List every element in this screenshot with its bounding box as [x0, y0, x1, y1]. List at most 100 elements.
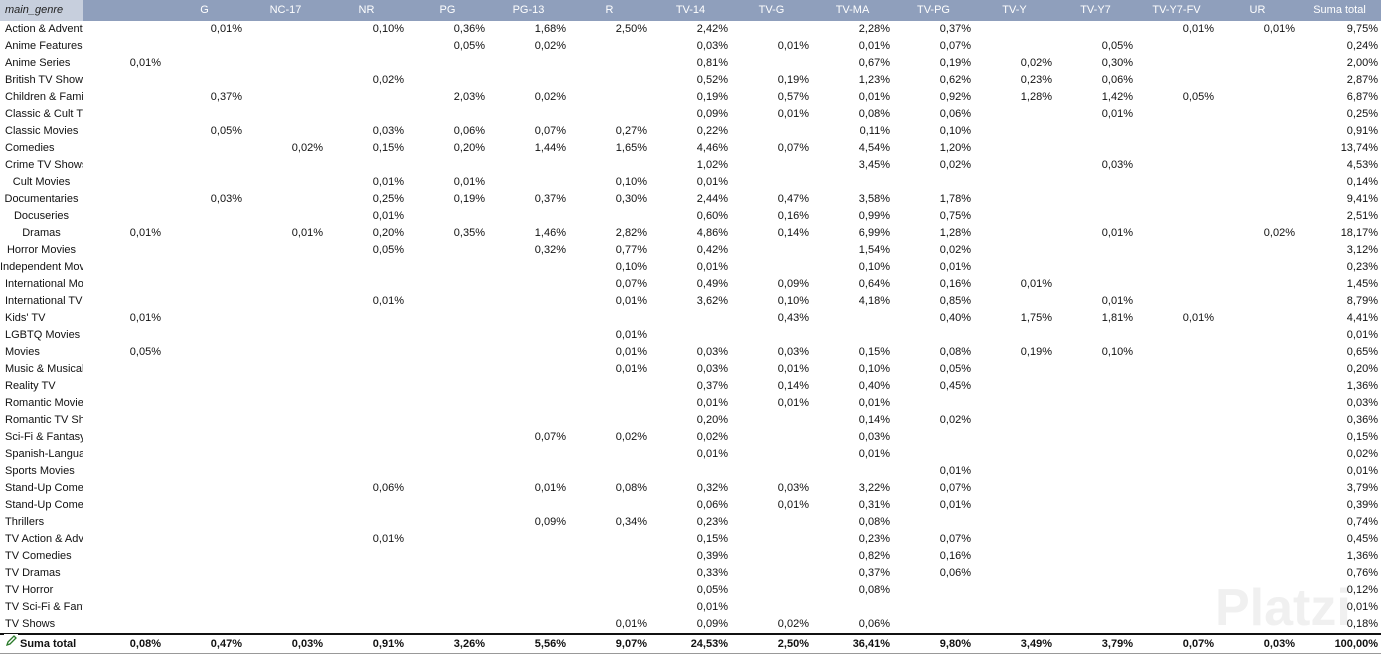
cell [83, 429, 164, 446]
cell [1055, 565, 1136, 582]
cell [164, 548, 245, 565]
cell [83, 412, 164, 429]
cell [488, 106, 569, 123]
cell: 0,01% [372, 176, 404, 188]
cell [1217, 565, 1298, 582]
cell [164, 344, 245, 361]
cell: 0,10% [777, 295, 809, 307]
cell [245, 191, 326, 208]
cell: 0,40% [939, 312, 971, 324]
cell [569, 208, 650, 225]
cell: 0,07% [939, 533, 971, 545]
cell: 0,03% [777, 346, 809, 358]
table-row: Sports Movies 0,01% 0,01% [0, 463, 1381, 480]
row-label: TV Shows [5, 618, 56, 630]
cell [83, 123, 164, 140]
cell [569, 497, 650, 514]
cell [164, 38, 245, 55]
cell [407, 395, 488, 412]
cell: 0,10% [858, 363, 890, 375]
column-header: PG-13 [512, 4, 545, 16]
total-cell: 24,53% [690, 638, 728, 650]
column-header: TV-Y [1002, 4, 1027, 16]
cell: 0,01% [696, 397, 728, 409]
cell [83, 191, 164, 208]
cell [326, 276, 407, 293]
cell: 0,08% [858, 516, 890, 528]
cell [83, 72, 164, 89]
cell [83, 208, 164, 225]
cell: 2,28% [858, 23, 890, 35]
row-label: Movies [5, 346, 40, 358]
table-row: Classic & Cult TV 0,09% 0,01% 0,08% 0,06% 0,0… [0, 106, 1381, 123]
cell [407, 344, 488, 361]
cell [1217, 497, 1298, 514]
cell [488, 616, 569, 633]
cell [1055, 480, 1136, 497]
cell [1136, 565, 1217, 582]
cell [245, 446, 326, 463]
cell [974, 140, 1055, 157]
cell [1136, 225, 1217, 242]
total-cell: 3,79% [1101, 638, 1133, 650]
cell [245, 429, 326, 446]
row-label: British TV Shows [5, 74, 83, 86]
cell: 0,02% [696, 431, 728, 443]
cell [1136, 531, 1217, 548]
cell [974, 106, 1055, 123]
cell: 0,02% [291, 142, 323, 154]
cell [326, 616, 407, 633]
cell: 0,27% [615, 125, 647, 137]
cell [83, 106, 164, 123]
cell [1217, 174, 1298, 191]
cell [83, 463, 164, 480]
cell: 0,01% [939, 261, 971, 273]
cell: 0,02% [939, 414, 971, 426]
cell [326, 89, 407, 106]
row-label: Kids' TV [5, 312, 46, 324]
cell [407, 293, 488, 310]
cell: 0,01% [1182, 23, 1214, 35]
cell: 0,01% [1020, 278, 1052, 290]
edit-icon[interactable] [4, 634, 18, 648]
cell: 0,77% [615, 244, 647, 256]
cell: 0,81% [696, 57, 728, 69]
cell: 0,12% [1346, 584, 1378, 596]
row-label: Spanish-Language TV Shows [5, 448, 83, 460]
cell: 1,20% [939, 142, 971, 154]
cell: 0,76% [1346, 567, 1378, 579]
cell: 0,02% [615, 431, 647, 443]
cell [974, 293, 1055, 310]
cell [1136, 599, 1217, 616]
row-label: Sci-Fi & Fantasy [5, 431, 83, 443]
cell: 0,01% [1346, 601, 1378, 613]
cell [245, 378, 326, 395]
cell: 0,01% [1101, 108, 1133, 120]
cell: 0,74% [1346, 516, 1378, 528]
cell: 0,01% [696, 261, 728, 273]
cell [650, 327, 731, 344]
table-row: Sci-Fi & Fantasy 0,07% 0,02% 0,02% 0,03% 0,15… [0, 429, 1381, 446]
cell [1217, 412, 1298, 429]
cell: 0,14% [777, 227, 809, 239]
cell: 4,53% [1346, 159, 1378, 171]
row-label: TV Dramas [5, 567, 61, 579]
cell: 0,10% [939, 125, 971, 137]
cell [1055, 514, 1136, 531]
cell: 0,09% [777, 278, 809, 290]
column-header: NC-17 [269, 4, 302, 16]
cell [245, 21, 326, 38]
cell [731, 599, 812, 616]
cell [488, 276, 569, 293]
cell [1217, 548, 1298, 565]
cell [1055, 174, 1136, 191]
cell: 4,18% [858, 295, 890, 307]
cell [974, 531, 1055, 548]
cell: 0,02% [534, 91, 566, 103]
cell: 0,62% [939, 74, 971, 86]
cell [245, 106, 326, 123]
cell [1136, 140, 1217, 157]
cell: 0,20% [1346, 363, 1378, 375]
cell [1136, 38, 1217, 55]
cell: 0,01% [696, 176, 728, 188]
